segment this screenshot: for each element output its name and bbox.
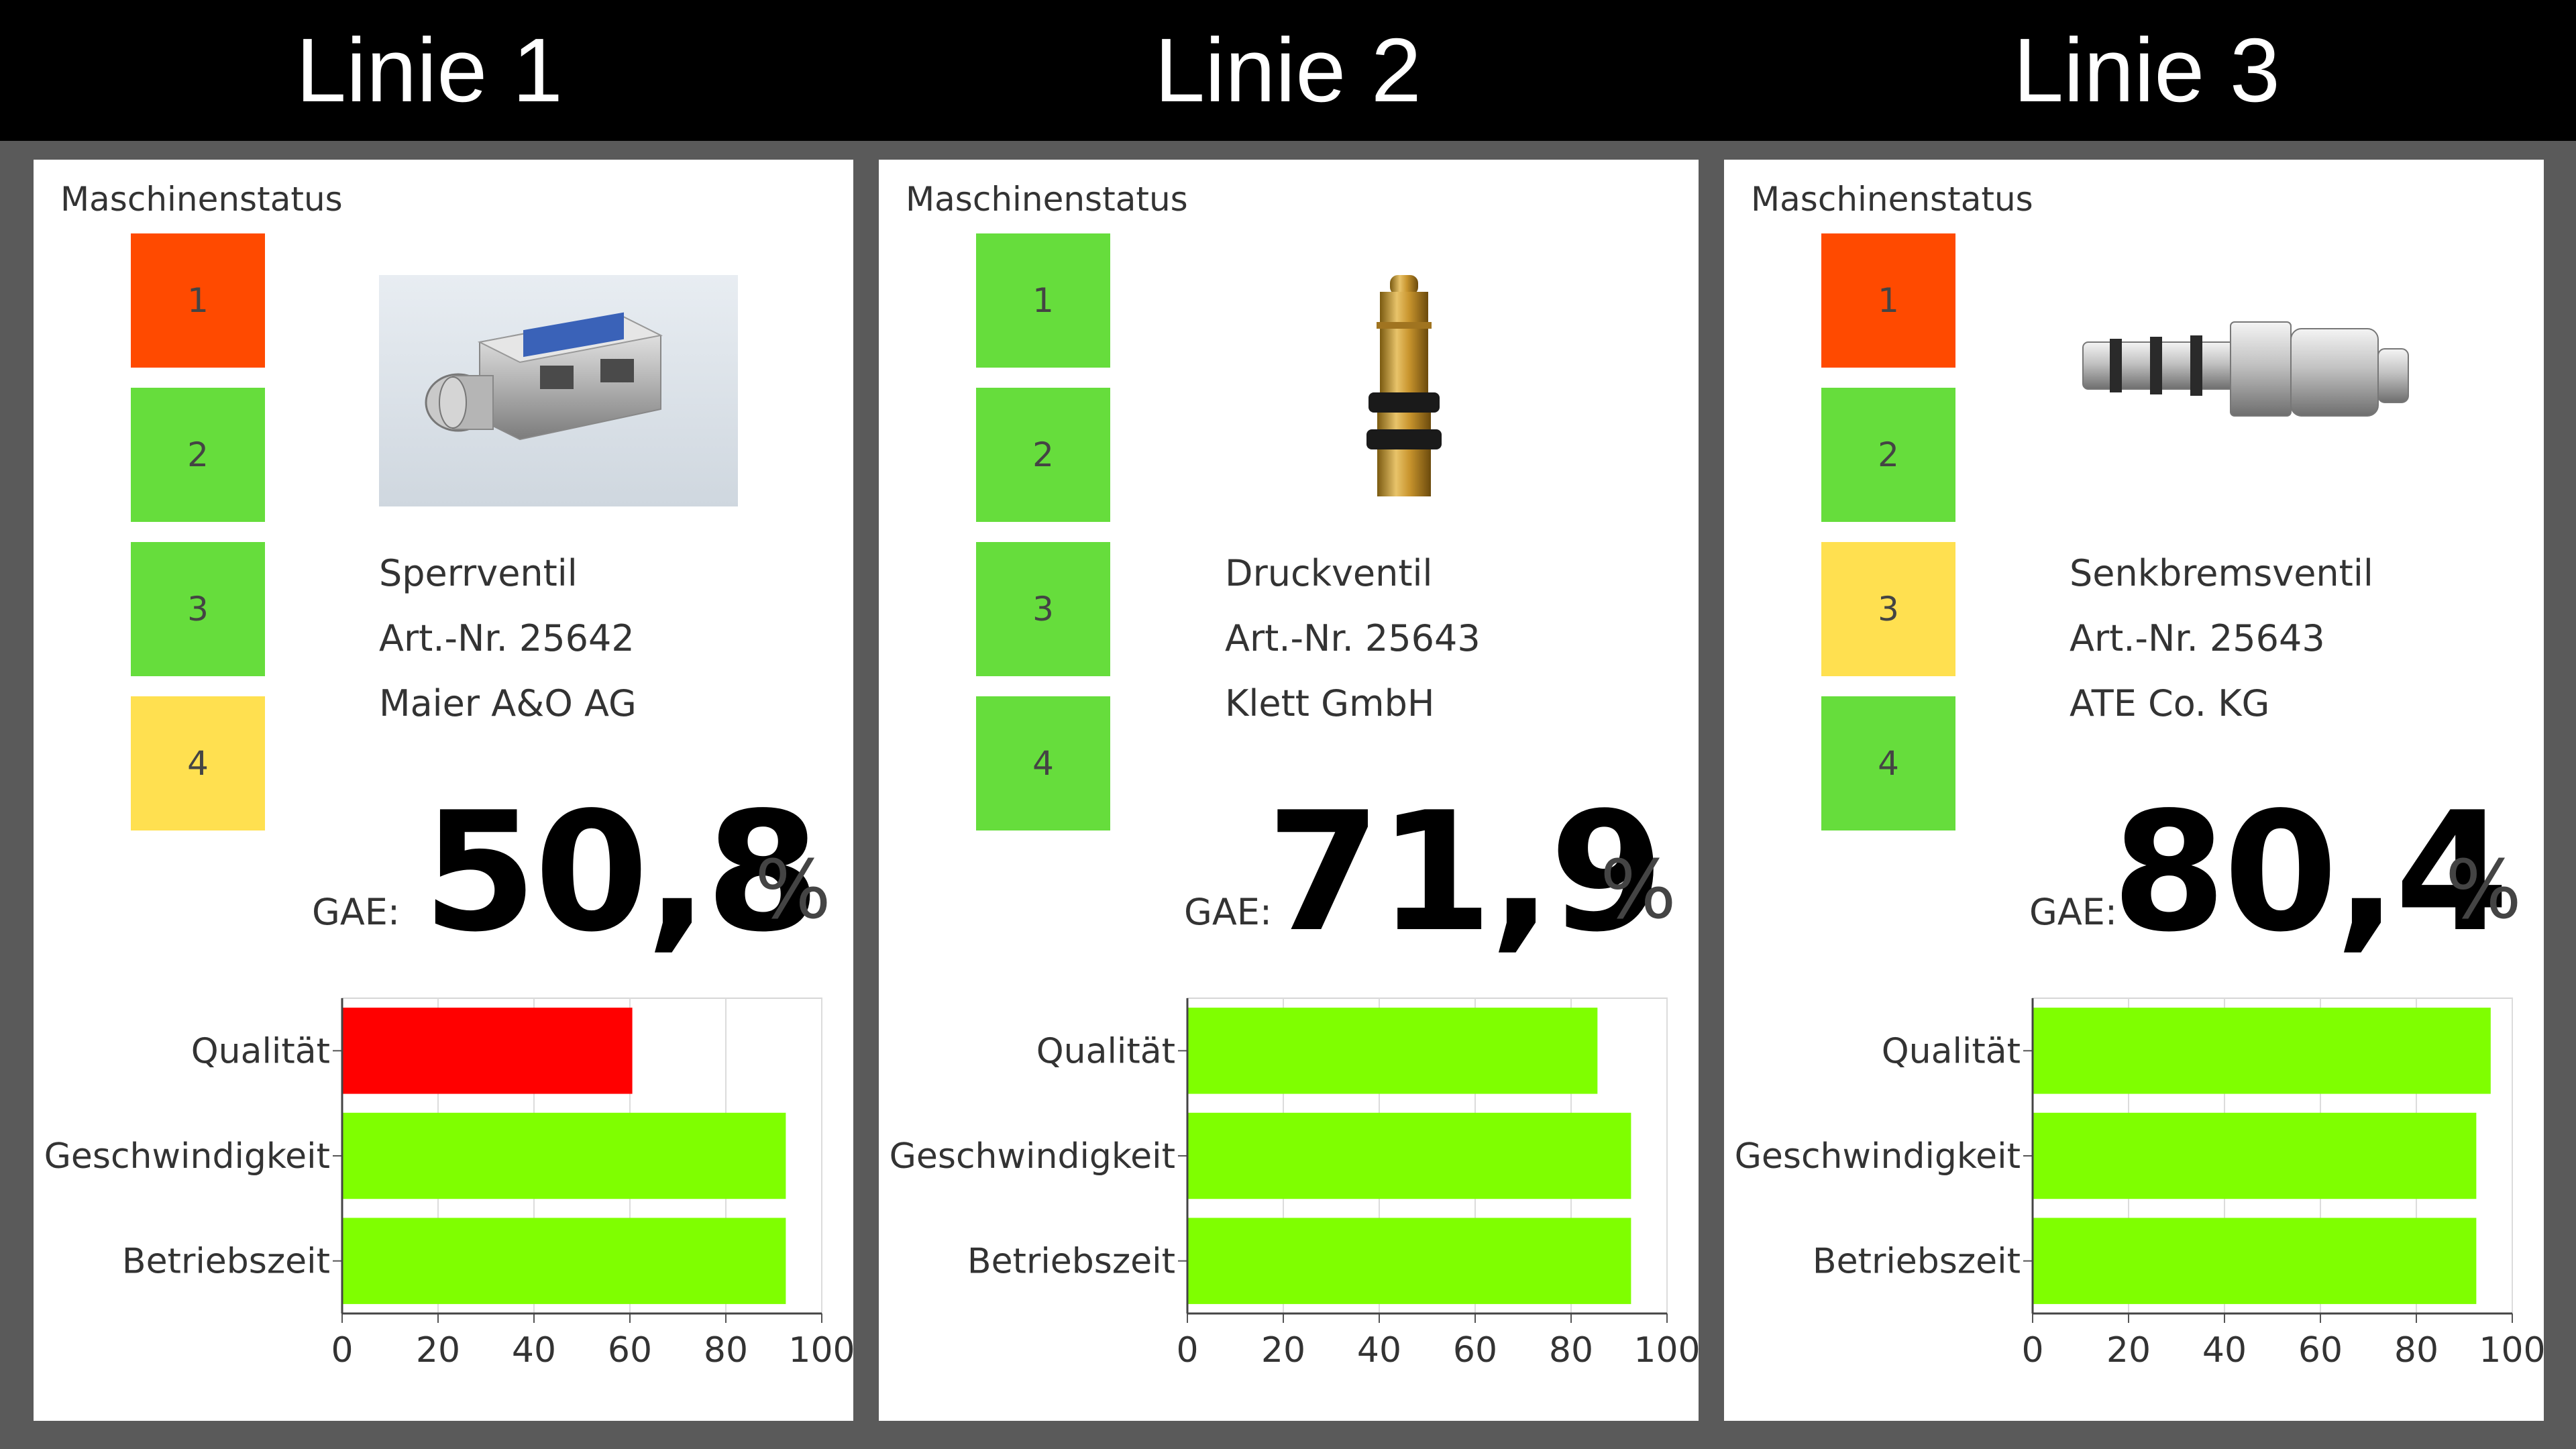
gae-value: 71,9 — [1267, 777, 1664, 968]
category-label: Betriebszeit — [967, 1242, 1175, 1282]
bar — [342, 1218, 786, 1304]
category-label: Qualität — [191, 1031, 330, 1071]
chart-svg: 0 20 40 60 80 100 Qualität Geschwindigkeit Betri… — [890, 998, 1699, 1371]
line-3-title: Linie 3 — [2013, 19, 2280, 121]
gae-value: 80,4 — [2112, 777, 2509, 968]
machine-status-label: Maschinenstatus — [1751, 180, 2033, 219]
x-tick-label: 40 — [2202, 1330, 2247, 1371]
bar — [342, 1008, 633, 1094]
category-label: Betriebszeit — [1813, 1242, 2021, 1282]
machine-status-1[interactable]: 1 — [1821, 233, 1955, 368]
line-1-title: Linie 1 — [296, 19, 563, 121]
bar — [1187, 1218, 1631, 1304]
header-bar: Linie 1 Linie 2 Linie 3 — [0, 0, 2576, 141]
bar — [2033, 1112, 2477, 1199]
x-tick-label: 100 — [2479, 1330, 2544, 1371]
gae-percent-unit: % — [1600, 844, 1677, 937]
x-tick-label: 0 — [2021, 1330, 2043, 1371]
line-2-panel: Maschinenstatus 1 2 3 4 Druckventil Art.… — [879, 160, 1699, 1421]
machine-status-2[interactable]: 2 — [131, 388, 265, 522]
machine-status-3[interactable]: 3 — [131, 542, 265, 676]
machine-status-1[interactable]: 1 — [976, 233, 1110, 368]
oee-bar-chart-2: 0 20 40 60 80 100 Qualität Geschwindigkeit Betri… — [879, 978, 1699, 1421]
category-label: Geschwindigkeit — [1735, 1136, 2021, 1177]
x-tick-label: 20 — [2106, 1330, 2151, 1371]
x-tick-label: 0 — [331, 1330, 353, 1371]
x-tick-label: 80 — [704, 1330, 748, 1371]
bar — [2033, 1008, 2491, 1094]
machine-status-4[interactable]: 4 — [131, 696, 265, 830]
x-tick-label: 100 — [788, 1330, 853, 1371]
bar — [1187, 1112, 1631, 1199]
machine-status-4[interactable]: 4 — [976, 696, 1110, 830]
line-3-panel: Maschinenstatus 1 2 3 4 Senkbremsventil … — [1724, 160, 2544, 1421]
machine-status-4[interactable]: 4 — [1821, 696, 1955, 830]
product-article-number: Art.-Nr. 25643 — [1225, 617, 1481, 659]
sperrventil-image — [379, 275, 738, 506]
x-tick-label: 80 — [2394, 1330, 2438, 1371]
machine-status-3[interactable]: 3 — [976, 542, 1110, 676]
gae-percent-unit: % — [2445, 844, 2522, 937]
chart-svg: 0 20 40 60 80 100 Qualität Geschwindigkeit Betri… — [44, 998, 853, 1371]
machine-status-label: Maschinenstatus — [906, 180, 1188, 219]
machine-status-label: Maschinenstatus — [60, 180, 343, 219]
x-tick-label: 40 — [512, 1330, 556, 1371]
product-manufacturer: Maier A&O AG — [379, 682, 637, 724]
product-manufacturer: ATE Co. KG — [2070, 682, 2270, 724]
oee-bar-chart-3: 0 20 40 60 80 100 Qualität Geschwindigkeit Betri… — [1724, 978, 2544, 1421]
x-tick-label: 0 — [1176, 1330, 1198, 1371]
product-name: Senkbremsventil — [2070, 552, 2373, 594]
druckventil-image — [1224, 275, 1583, 506]
product-name: Sperrventil — [379, 552, 578, 594]
line-1-panel: Maschinenstatus 1 2 3 4 Sperrv — [34, 160, 853, 1421]
x-tick-label: 60 — [2298, 1330, 2343, 1371]
machine-status-2[interactable]: 2 — [976, 388, 1110, 522]
x-tick-label: 80 — [1549, 1330, 1593, 1371]
category-label: Qualität — [1036, 1031, 1175, 1071]
category-label: Geschwindigkeit — [44, 1136, 330, 1177]
category-label: Qualität — [1882, 1031, 2021, 1071]
line-2-title: Linie 2 — [1155, 19, 1421, 121]
product-manufacturer: Klett GmbH — [1225, 682, 1435, 724]
oee-bar-chart-1: 0 20 40 60 80 100 Qualität Geschwindigkeit Betri… — [34, 978, 853, 1421]
gae-percent-unit: % — [755, 844, 832, 937]
gae-label: GAE: — [2029, 891, 2118, 933]
machine-status-1[interactable]: 1 — [131, 233, 265, 368]
gae-value: 50,8 — [423, 777, 820, 968]
machine-status-2[interactable]: 2 — [1821, 388, 1955, 522]
machine-status-3[interactable]: 3 — [1821, 542, 1955, 676]
x-tick-label: 40 — [1357, 1330, 1401, 1371]
senkbremsventil-image — [2070, 275, 2428, 506]
x-tick-label: 20 — [1261, 1330, 1305, 1371]
product-name: Druckventil — [1225, 552, 1433, 594]
gae-label: GAE: — [1184, 891, 1273, 933]
bar — [2033, 1218, 2477, 1304]
gae-label: GAE: — [312, 891, 400, 933]
category-label: Geschwindigkeit — [890, 1136, 1175, 1177]
chart-svg: 0 20 40 60 80 100 Qualität Geschwindigkeit Betri… — [1735, 998, 2544, 1371]
product-article-number: Art.-Nr. 25643 — [2070, 617, 2325, 659]
x-tick-label: 100 — [1633, 1330, 1699, 1371]
category-label: Betriebszeit — [122, 1242, 330, 1282]
x-tick-label: 20 — [416, 1330, 460, 1371]
x-tick-label: 60 — [1453, 1330, 1497, 1371]
bar — [1187, 1008, 1598, 1094]
bar — [342, 1112, 786, 1199]
x-tick-label: 60 — [608, 1330, 652, 1371]
product-article-number: Art.-Nr. 25642 — [379, 617, 635, 659]
